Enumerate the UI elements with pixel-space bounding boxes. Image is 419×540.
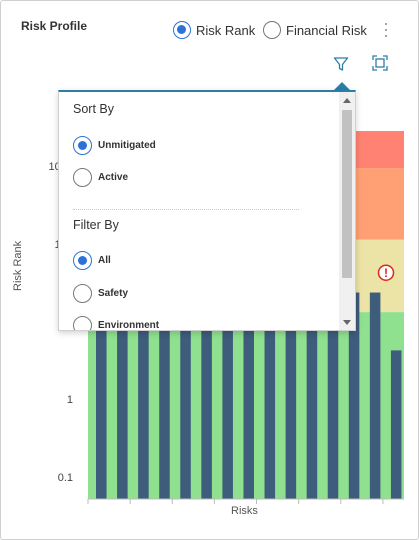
risk-bar-11 (327, 292, 339, 499)
scroll-thumb[interactable] (342, 110, 352, 278)
filter-safety-label: Safety (98, 288, 129, 299)
warning-icon-glyph: ! (384, 266, 388, 280)
filter-all-radio[interactable] (73, 251, 92, 270)
filter-safety-option[interactable]: Safety (73, 284, 128, 303)
risk-rank-radio-circle[interactable] (173, 21, 191, 39)
filter-environment-label: Environment (98, 320, 160, 331)
risk-bar-13 (369, 292, 381, 499)
risk-bar-1 (117, 292, 128, 499)
risk-bar-10 (306, 292, 318, 499)
risk-bar-14 (390, 350, 402, 499)
risk-bar-2 (138, 292, 149, 499)
filter-icon[interactable] (333, 56, 349, 72)
sort-by-heading: Sort By (73, 102, 114, 116)
y-tick-label-1: 1 (66, 394, 73, 407)
sort-unmitigated-radio[interactable] (73, 136, 92, 155)
risk-bar-5 (201, 292, 212, 499)
sort-active-radio[interactable] (73, 168, 92, 187)
risk-bar-8 (264, 292, 276, 499)
risk-bar-12 (348, 292, 360, 499)
risk-bar-7 (243, 292, 255, 499)
popup-scrollbar[interactable] (339, 92, 355, 330)
filter-all-option[interactable]: All (73, 251, 111, 270)
y-axis-title: Risk Rank (12, 240, 24, 291)
filter-by-heading: Filter By (73, 218, 119, 232)
popup-caret (334, 82, 350, 90)
sort-unmitigated-label: Unmitigated (98, 140, 156, 151)
risk-rank-label: Risk Rank (196, 22, 256, 38)
risk-bar-9 (285, 292, 297, 499)
sort-filter-popup: Sort By Unmitigated Active Filter By All… (58, 90, 356, 331)
risk-bar-6 (222, 292, 233, 499)
popup-divider (73, 209, 299, 210)
financial-risk-radio[interactable]: Financial Risk (263, 21, 367, 39)
financial-risk-radio-circle[interactable] (263, 21, 281, 39)
risk-bar-3 (159, 292, 170, 499)
sort-active-option[interactable]: Active (73, 168, 128, 187)
risk-rank-radio[interactable]: Risk Rank (173, 21, 255, 39)
sort-unmitigated-option[interactable]: Unmitigated (73, 136, 156, 155)
financial-risk-label: Financial Risk (286, 22, 367, 38)
filter-all-label: All (98, 255, 111, 266)
filter-environment-radio[interactable] (73, 316, 92, 330)
filter-environment-option[interactable]: Environment (73, 316, 160, 331)
kebab-menu-icon[interactable] (385, 23, 387, 37)
expand-icon[interactable] (372, 55, 388, 71)
x-axis-title: Risks (231, 505, 258, 517)
filter-safety-radio[interactable] (73, 284, 92, 303)
risk-bar-4 (180, 292, 191, 499)
scroll-up-arrow[interactable] (343, 98, 351, 103)
card-title: Risk Profile (21, 19, 88, 33)
y-tick-label-0: 0.1 (57, 471, 73, 484)
sort-active-label: Active (98, 172, 129, 183)
risk-bar-0 (96, 292, 107, 499)
warning-icon (377, 264, 395, 281)
scroll-down-arrow[interactable] (343, 320, 351, 325)
